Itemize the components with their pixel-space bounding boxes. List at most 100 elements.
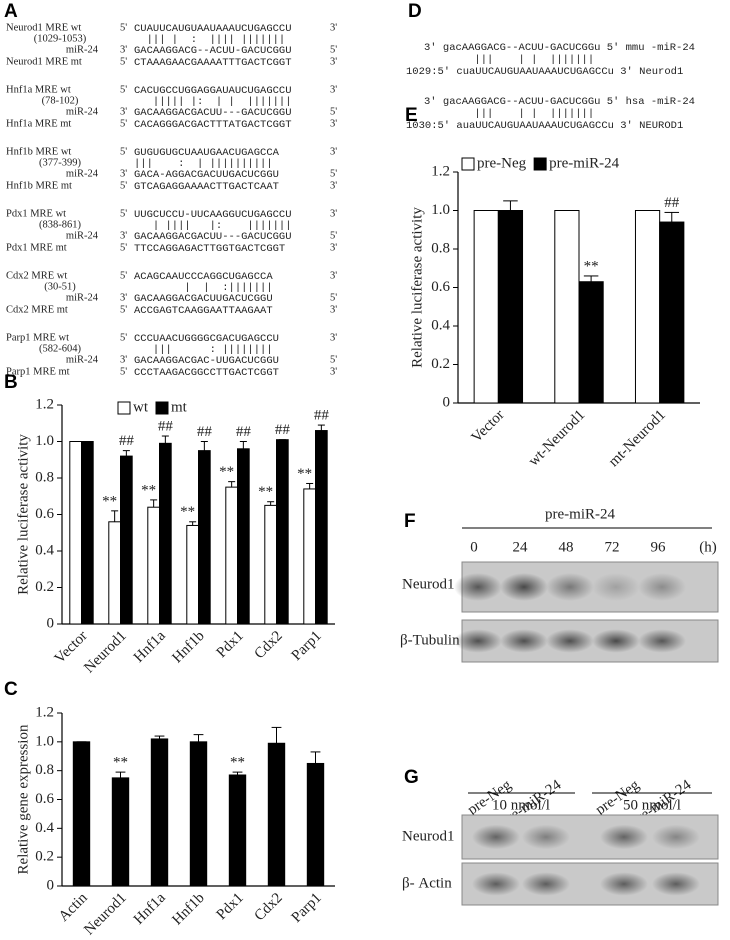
site-range: (1029-1053) [34,33,87,44]
bar [237,448,250,625]
prime: 5' [120,56,127,67]
bar [186,524,200,625]
x-tick-label: mt-Neurod1 [606,407,669,470]
significance-label: ** [584,258,599,274]
y-tick-label: 0.4 [35,542,54,558]
x-tick-label: Actin [56,890,91,925]
panel-label: B [4,372,18,393]
x-tick-label: Parp1 [289,628,325,664]
y-tick-label: 0.2 [35,849,54,865]
significance-label: ## [314,408,330,424]
legend-swatch [461,157,475,171]
target-line: 1029:5' cuaUUCAUGUAAUAAAUCUGAGCCu 3' Neu… [406,66,683,78]
x-tick-label: Vector [469,407,508,446]
significance-label: ** [258,484,273,500]
error-bar [189,521,197,526]
y-axis-label: Relative luciferase activity [409,207,425,368]
row-label: β-Tubulin [400,632,460,648]
y-tick-label: 0 [47,615,55,631]
prime: 3' [120,168,127,179]
error-bar [115,771,126,778]
site-name: Neurod1 MRE wt [6,22,81,33]
prime: 3' [330,366,337,377]
bar [198,450,211,625]
bar [108,521,122,625]
bar [228,774,247,887]
prime: 5' [120,270,127,281]
x-tick-label: Hnf1a [131,628,169,666]
bar [150,738,169,887]
band [600,824,648,850]
band [652,872,700,896]
band [472,872,520,896]
pairing: ||||| |: | | ||||||| [134,96,292,108]
significance-label: ## [197,424,213,440]
bar [497,210,524,404]
band [652,824,700,850]
prime: 3' [120,106,127,117]
site-range: (838-861) [39,219,81,230]
prime: 5' [330,230,337,241]
error-bar [271,726,282,744]
dose-label: 10 nmol/l [492,797,550,813]
x-tick-label: Hnf1b [169,890,207,928]
bar [111,777,130,887]
mirna-name: miR-24 [66,106,99,117]
mutant-name: Hnf1a MRE mt [6,118,71,129]
error-bar [193,734,204,742]
sequence: GACA-AGGACGACUUGACUCGGU [134,169,279,181]
band [454,573,502,601]
row-label: Neurod1 [402,828,455,844]
x-tick-label: Neurod1 [81,628,129,676]
error-bar [239,441,247,449]
prime: 3' [330,270,337,281]
prime: 5' [120,146,127,157]
error-bar [317,424,325,431]
prime: 3' [330,146,337,157]
sequence: GACAAGGACGACUU---GACUCGGU [134,231,292,243]
prime: 5' [120,332,127,343]
mutant-name: Pdx1 MRE mt [6,242,67,253]
x-tick-label: Neurod1 [81,890,129,938]
mirna-name: miR-24 [66,168,99,179]
mutant-name: Hnf1b MRE mt [6,180,72,191]
y-tick-label: 0.4 [431,317,450,333]
sequence: CTAAAGAACGAAAATTTGACTCGGT [134,57,292,69]
error-bar [154,735,165,739]
sequence: ACCGAGTCAAGGAATTAAGAAT [134,305,273,317]
sequence: GTCAGAGGAAAACTTGACTCAAT [134,181,279,193]
dose-label: 50 nmol/l [623,797,681,813]
bar [159,442,172,625]
prime: 5' [120,366,127,377]
band [638,629,686,653]
legend-swatch [155,401,169,415]
y-tick-label: 0.2 [431,356,450,372]
panel-label: C [4,679,18,700]
site-name: Cdx2 MRE wt [6,270,67,281]
band [472,824,520,850]
sequence: GACAAGGACGACUUGACUCGGU [134,293,273,305]
time-label: 96 [651,539,667,555]
sequence: CACAGGGACGACTTTATGACTCGGT [134,119,292,131]
site-range: (582-604) [39,343,81,354]
band [500,573,548,601]
prime: 5' [120,304,127,315]
prime: 5' [120,180,127,191]
band [546,573,594,601]
prime: 5' [330,44,337,55]
prime: 5' [120,22,127,33]
bar [578,281,604,404]
y-tick-label: 0.6 [35,791,54,807]
bar [315,430,328,625]
sequence: ACAGCAAUCCCAGGCUGAGCCA [134,271,273,283]
y-tick-label: 1.0 [35,733,54,749]
significance-label: ** [180,504,195,520]
legend-label: pre-Neg [477,155,527,171]
bar [120,455,133,625]
y-tick-label: 1.2 [431,163,450,179]
prime: 3' [120,44,127,55]
band [522,872,570,896]
site-range: (377-399) [39,157,81,168]
bar [473,210,499,404]
